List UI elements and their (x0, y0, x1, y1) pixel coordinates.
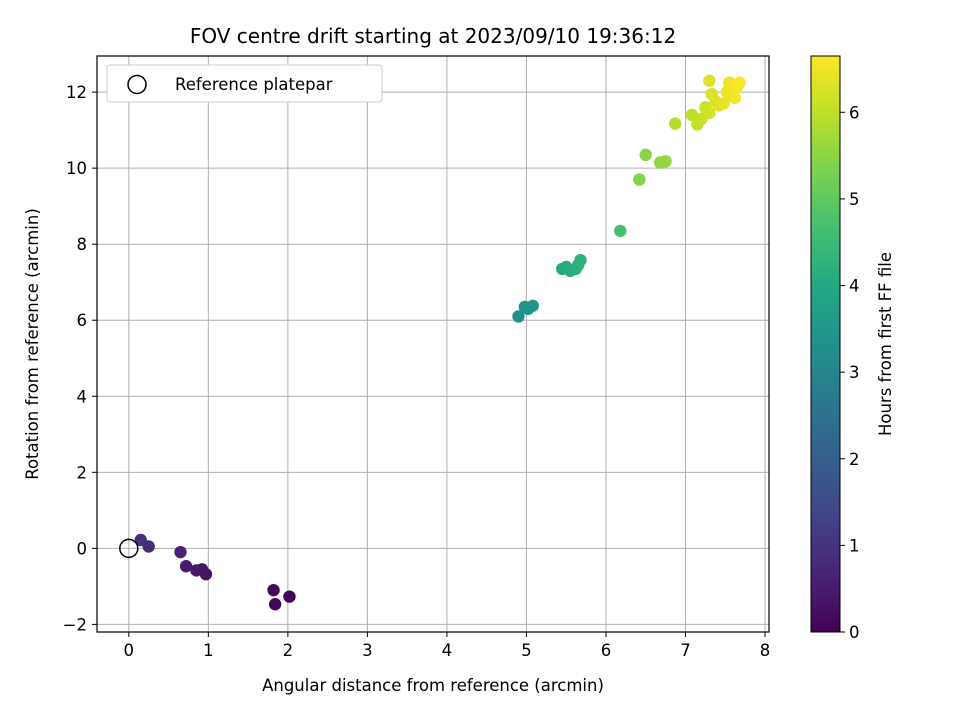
data-point (199, 568, 213, 581)
data-point (659, 155, 672, 168)
data-point (639, 148, 652, 162)
data-point (268, 598, 282, 611)
colorbar-gradient (810, 55, 841, 633)
colorbar-tick-label: 0 (849, 623, 860, 642)
colorbar: 0 1 2 3 4 5 6 Hours from first FF file (810, 55, 895, 642)
colorbar-tick-label: 6 (849, 103, 860, 122)
data-point (267, 583, 280, 597)
reference-platepar-marker (119, 538, 139, 559)
x-tick-label: 4 (442, 641, 453, 660)
x-tick-label: 6 (601, 641, 612, 660)
x-axis-label: Angular distance from reference (arcmin) (262, 676, 604, 695)
data-point (685, 108, 699, 122)
x-tick-label: 8 (760, 641, 771, 660)
y-tick-label: 2 (77, 463, 88, 482)
y-axis-ticks: −2 0 2 4 6 8 10 12 (63, 83, 97, 634)
data-point (283, 590, 296, 603)
colorbar-tick-label: 5 (849, 190, 860, 209)
colorbar-tick-label: 2 (849, 450, 860, 469)
colorbar-tick-label: 1 (849, 536, 860, 555)
legend: Reference platepar (106, 64, 383, 103)
y-tick-label: 4 (77, 387, 88, 406)
colorbar-tick-label: 3 (849, 363, 860, 382)
y-tick-label: −2 (63, 615, 87, 634)
legend-marker (127, 74, 147, 95)
x-tick-label: 3 (362, 641, 373, 660)
data-point (526, 299, 540, 312)
x-tick-label: 0 (124, 641, 135, 660)
y-axis-label: Rotation from reference (arcmin) (23, 208, 42, 480)
x-axis-ticks: 0 1 2 3 4 5 6 7 8 (124, 632, 771, 660)
data-point (614, 224, 627, 238)
data-point (142, 540, 155, 553)
data-point (668, 117, 682, 130)
colorbar-ticks: 0 1 2 3 4 5 6 (840, 103, 860, 642)
colorbar-tick-label: 4 (849, 277, 860, 296)
x-tick-label: 2 (283, 641, 294, 660)
data-point (574, 253, 587, 267)
plot-area-frame (96, 55, 770, 633)
x-tick-label: 1 (203, 641, 214, 660)
grid-layer (97, 56, 769, 632)
data-point (179, 560, 193, 573)
legend-box (106, 64, 383, 103)
data-point (703, 106, 716, 120)
data-point (174, 545, 187, 559)
data-point (717, 97, 730, 110)
x-tick-label: 5 (521, 641, 532, 660)
y-tick-label: 8 (77, 235, 88, 254)
data-point (512, 310, 525, 323)
data-point (728, 91, 742, 105)
y-tick-label: 0 (77, 539, 88, 558)
chart-title: FOV centre drift starting at 2023/09/10 … (190, 24, 676, 48)
y-tick-label: 6 (77, 311, 88, 330)
y-tick-label: 10 (66, 159, 87, 178)
legend-label: Reference platepar (175, 75, 333, 94)
data-point (633, 173, 646, 186)
data-point (703, 74, 716, 87)
data-points (134, 74, 746, 611)
x-tick-label: 7 (680, 641, 691, 660)
y-tick-label: 12 (66, 83, 87, 102)
data-point (733, 76, 746, 89)
colorbar-label: Hours from first FF file (876, 252, 895, 436)
